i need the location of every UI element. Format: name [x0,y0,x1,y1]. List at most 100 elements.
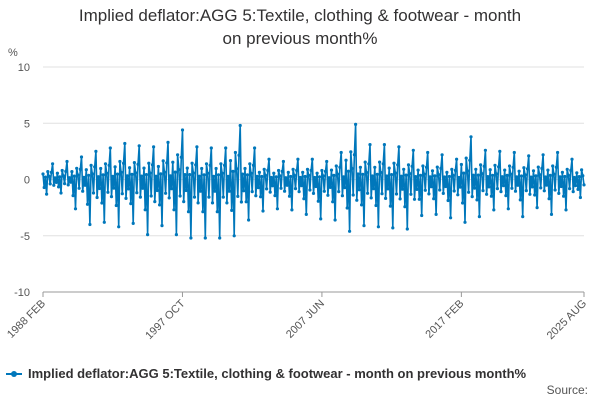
data-point [140,174,144,178]
data-point [571,190,575,194]
data-point [541,153,545,157]
data-point [408,172,412,176]
data-point [83,183,87,187]
legend-series-label: Implied deflator:AGG 5:Textile, clothing… [28,366,527,381]
data-point [100,201,104,205]
data-point [546,168,550,172]
data-point [441,191,445,195]
data-point [131,221,135,225]
data-point [287,194,292,198]
data-point [357,188,361,192]
data-point [215,210,219,214]
data-point [219,162,223,166]
data-point [518,198,522,202]
data-point [554,165,558,169]
data-point [510,186,514,190]
data-point [248,162,252,166]
data-point [563,174,567,179]
data-point [245,173,249,177]
data-point [487,185,491,189]
data-point [545,183,549,187]
data-point [81,189,85,193]
data-point [350,166,354,171]
x-tick-label: 2017 FEB [423,298,466,341]
data-point [267,157,271,161]
data-point [183,173,187,177]
data-point [304,212,308,216]
data-point [392,161,396,165]
data-point [582,183,586,187]
data-point [553,188,557,192]
data-point [241,172,245,176]
data-point [275,207,279,211]
data-point [231,169,235,173]
data-point [513,189,518,193]
data-point [416,168,420,172]
data-point [414,175,418,179]
data-point [277,168,281,173]
data-point [480,172,484,176]
data-point [345,206,349,210]
data-point [503,168,507,172]
data-point [189,236,193,240]
data-point [459,162,463,167]
data-point [142,166,146,170]
data-point [527,154,531,158]
data-point [354,122,358,126]
data-point [162,170,166,174]
data-point [130,172,134,176]
data-point [474,167,478,171]
data-point [156,164,160,169]
data-point [48,182,52,186]
data-point [95,195,99,200]
data-point [61,174,65,178]
data-point [400,187,405,191]
data-point [58,175,62,179]
data-point [552,172,556,176]
axes [42,291,585,297]
data-point [42,185,46,190]
data-point [376,225,380,229]
data-point [549,212,554,216]
data-point [105,171,109,175]
data-point [146,233,150,237]
data-point [192,195,197,199]
data-point [115,172,120,176]
data-point [214,166,218,171]
data-point [433,174,437,178]
data-point [114,203,118,208]
data-point [468,158,472,162]
data-point [84,168,88,172]
data-point [126,187,130,191]
data-point [260,174,264,179]
data-point [326,193,330,197]
data-point [43,175,48,179]
data-point [327,176,331,180]
data-point [481,189,485,193]
data-point [364,170,368,175]
data-point [498,149,502,153]
data-point [368,143,372,147]
data-point [446,198,450,203]
data-point [198,189,203,193]
data-point [76,173,80,177]
data-point [82,175,86,179]
data-point [269,175,273,180]
data-point [85,202,90,206]
data-point [71,194,75,198]
data-point [52,183,56,187]
data-point [251,163,255,167]
data-point [492,208,496,212]
data-point [405,227,409,231]
data-point [427,192,431,196]
data-point [180,128,185,132]
data-point [171,160,175,164]
data-point [255,174,259,178]
data-point [263,173,267,177]
data-point [53,176,57,180]
data-point [486,175,490,179]
data-point [107,163,111,167]
data-point [557,191,561,195]
data-point [458,185,462,189]
data-point [475,198,479,202]
